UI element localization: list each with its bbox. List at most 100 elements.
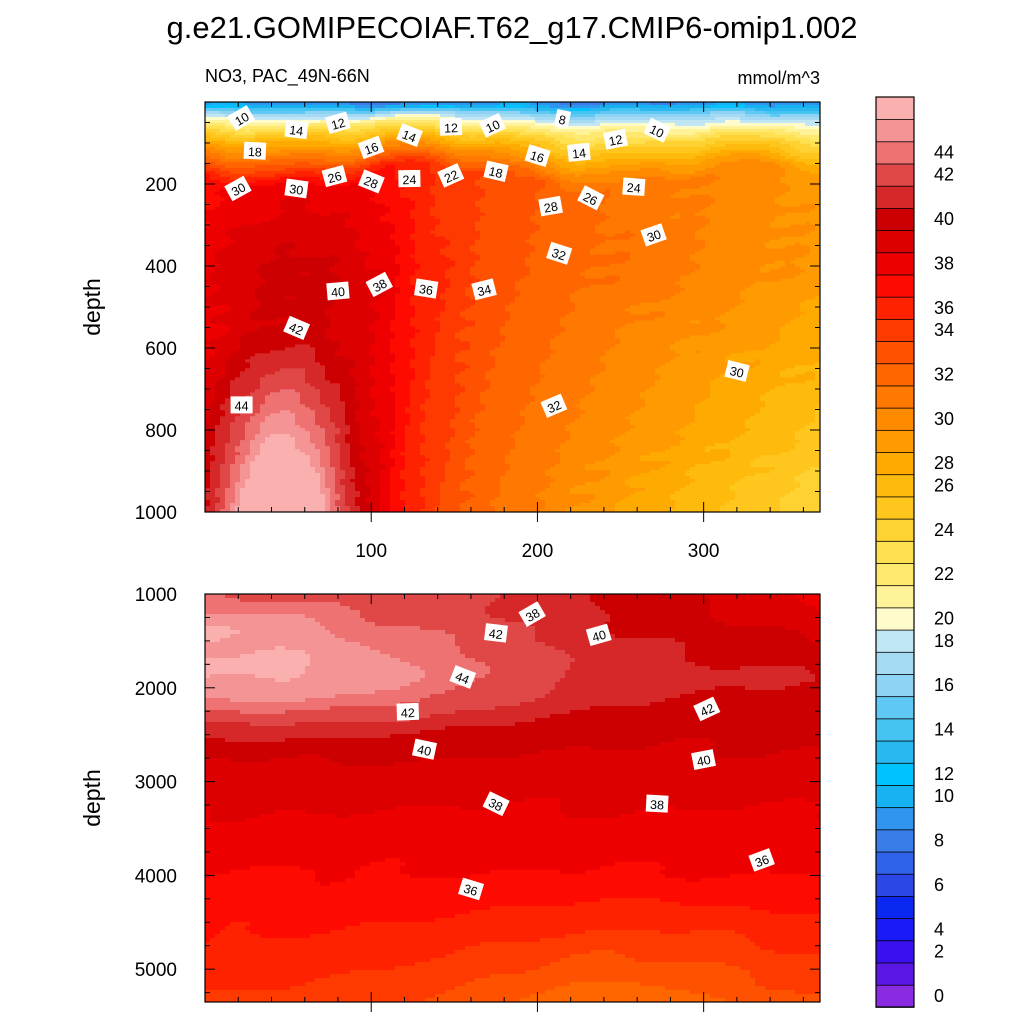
field-cell [205,239,211,244]
field-cell [325,476,331,480]
field-cell [345,446,351,450]
chart-title: g.e21.GOMIPECOIAF.T62_g17.CMIP6-omip1.00… [167,10,858,45]
field-cell [300,227,306,232]
field-cell [350,431,356,435]
field-cell [220,260,226,265]
field-cell [340,446,346,450]
field-cell [275,446,281,450]
field-cell [220,122,226,127]
field-cell [355,398,361,402]
field-cell [370,197,376,202]
field-cell [355,155,361,160]
field-cell [265,440,271,444]
field-cell [250,383,256,387]
field-cell [275,110,281,115]
field-cell [240,281,246,286]
field-cell [345,266,351,271]
field-cell [250,464,256,468]
field-cell [380,128,386,133]
field-cell [305,407,311,411]
field-cell [225,452,231,456]
field-cell [305,476,311,480]
field-cell [355,410,361,414]
field-cell [220,140,226,145]
field-cell [320,452,326,456]
field-cell [265,434,271,438]
field-cell [380,317,386,322]
field-cell [360,494,366,498]
field-cell [320,197,326,202]
field-cell [260,344,266,348]
field-cell [305,449,311,453]
field-cell [320,377,326,381]
field-cell [370,323,376,328]
field-cell [365,482,371,486]
field-cell [375,347,381,351]
field-cell [265,413,271,417]
field-cell [260,359,266,363]
field-cell [330,221,336,226]
field-cell [240,236,246,241]
field-cell [220,506,226,510]
field-cell [300,209,306,214]
field-cell [225,353,231,357]
field-cell [335,299,341,304]
field-cell [325,401,331,405]
field-cell [375,494,381,498]
field-cell [375,299,381,304]
field-cell [275,107,281,112]
field-cell [345,326,351,331]
field-cell [380,308,386,313]
field-cell [360,458,366,462]
field-cell [295,107,301,112]
field-cell [275,299,281,304]
field-cell [375,392,381,396]
field-cell [280,323,286,328]
field-cell [385,263,391,268]
field-cell [375,239,381,244]
field-cell [300,155,306,160]
field-cell [350,215,356,220]
field-cell [320,206,326,211]
field-cell [375,197,381,202]
field-cell [330,260,336,265]
field-cell [215,197,221,202]
field-cell [220,332,226,337]
field-cell [275,116,281,121]
field-cell [235,308,241,313]
field-cell [375,458,381,462]
field-cell [260,116,266,121]
field-cell [280,299,286,304]
field-cell [300,314,306,319]
field-cell [285,497,291,501]
field-cell [220,479,226,483]
field-cell [245,446,251,450]
field-cell [340,230,346,235]
field-cell [220,272,226,277]
field-cell [210,458,216,462]
field-cell [275,413,281,417]
field-cell [355,422,361,426]
field-cell [245,461,251,465]
field-cell [310,404,316,408]
field-cell [225,503,231,507]
field-cell [365,332,371,337]
field-cell [280,344,286,348]
field-cell [305,218,311,223]
field-cell [285,482,291,486]
field-cell [370,314,376,319]
field-cell [210,299,216,304]
field-cell [245,434,251,438]
field-cell [310,269,316,274]
field-cell [265,326,271,331]
field-cell [330,428,336,432]
field-cell [220,476,226,480]
field-cell [340,392,346,396]
field-cell [310,197,316,202]
field-cell [225,161,231,166]
field-cell [265,269,271,274]
field-cell [325,449,331,453]
field-cell [320,455,326,459]
field-cell [370,122,376,127]
